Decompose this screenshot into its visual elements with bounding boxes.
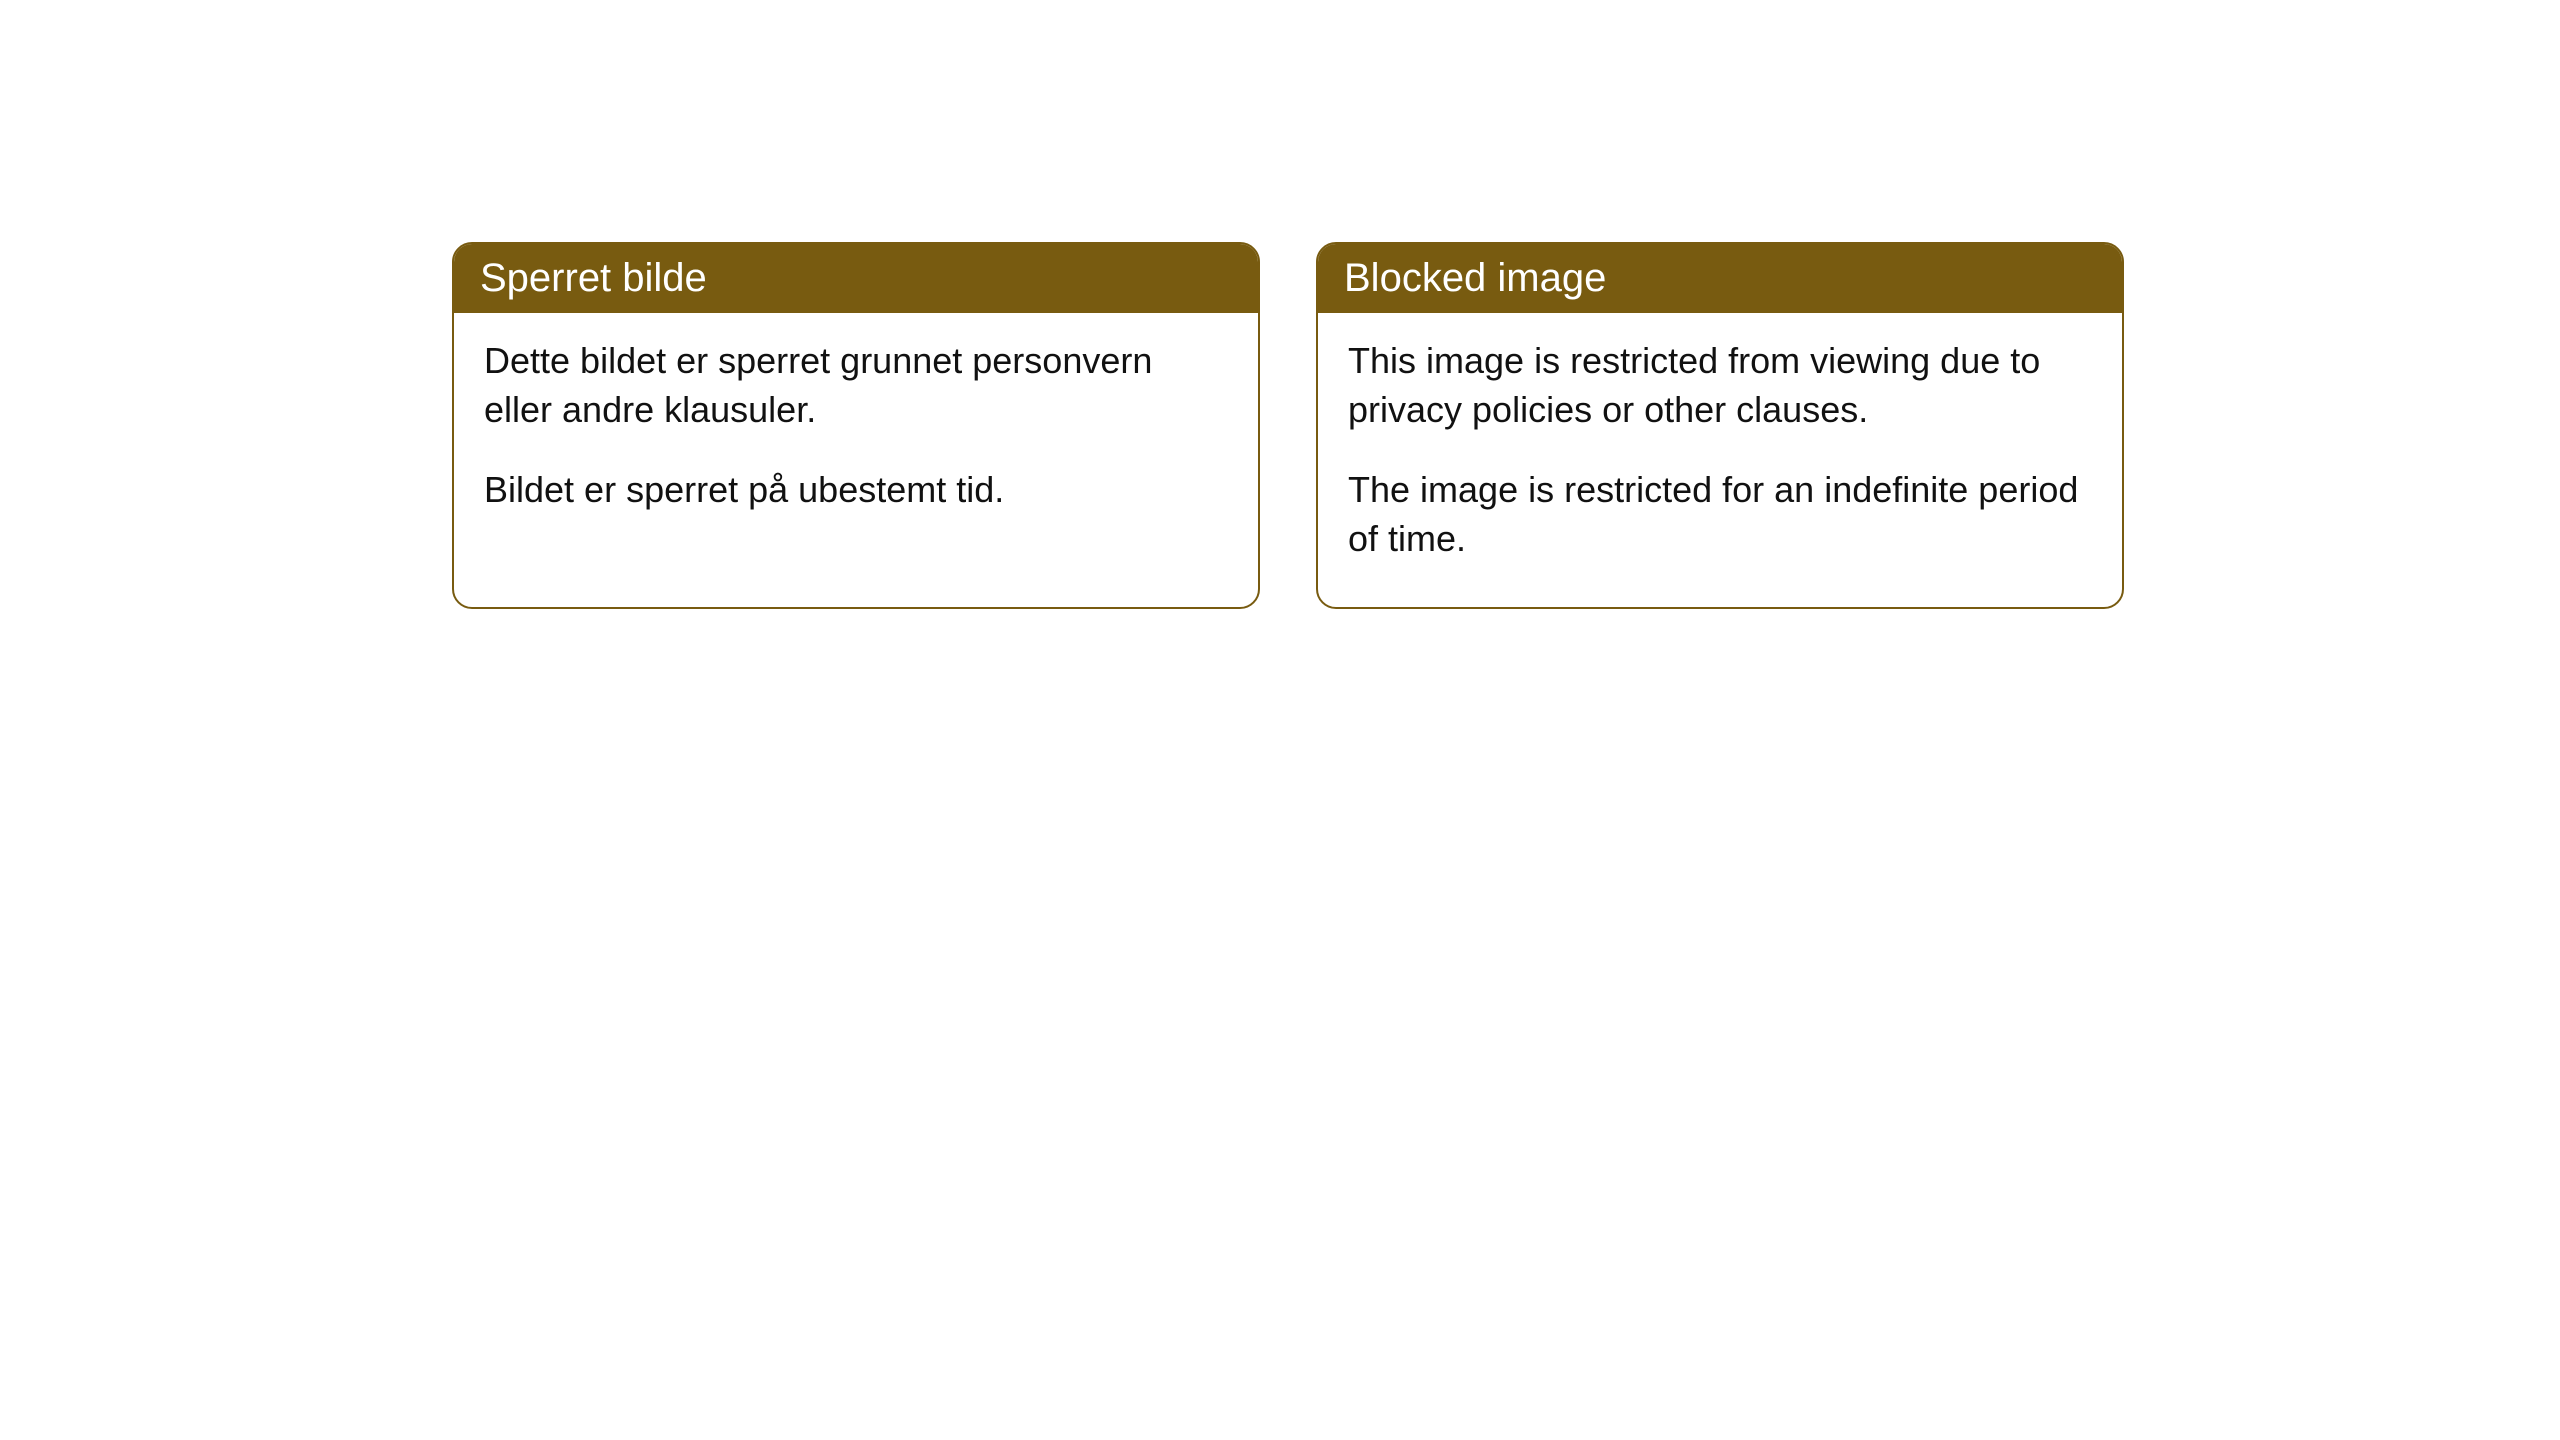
card-body-norwegian: Dette bildet er sperret grunnet personve…: [454, 313, 1258, 559]
card-header-norwegian: Sperret bilde: [454, 244, 1258, 313]
card-title: Blocked image: [1344, 256, 1606, 300]
card-paragraph: This image is restricted from viewing du…: [1348, 337, 2092, 434]
card-paragraph: Dette bildet er sperret grunnet personve…: [484, 337, 1228, 434]
card-body-english: This image is restricted from viewing du…: [1318, 313, 2122, 607]
card-title: Sperret bilde: [480, 256, 707, 300]
blocked-image-card-english: Blocked image This image is restricted f…: [1316, 242, 2124, 609]
notice-cards-container: Sperret bilde Dette bildet er sperret gr…: [0, 0, 2560, 609]
blocked-image-card-norwegian: Sperret bilde Dette bildet er sperret gr…: [452, 242, 1260, 609]
card-header-english: Blocked image: [1318, 244, 2122, 313]
card-paragraph: The image is restricted for an indefinit…: [1348, 466, 2092, 563]
card-paragraph: Bildet er sperret på ubestemt tid.: [484, 466, 1228, 515]
